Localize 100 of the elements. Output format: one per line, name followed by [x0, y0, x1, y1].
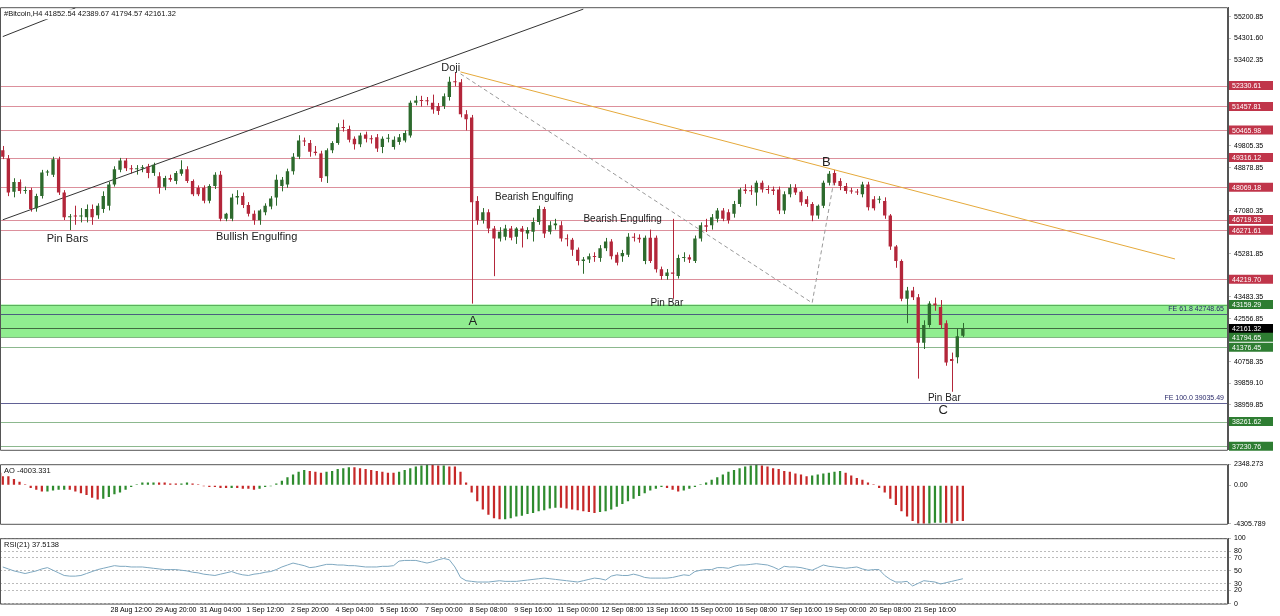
bar — [632, 485, 635, 499]
bar — [816, 474, 819, 485]
candlestick — [866, 181, 870, 211]
candlestick — [419, 95, 424, 108]
bar — [515, 485, 518, 517]
bar — [459, 471, 462, 485]
bar — [554, 485, 557, 508]
candlestick — [559, 220, 563, 243]
bar — [303, 470, 306, 485]
bar — [811, 475, 814, 485]
bar — [152, 482, 155, 485]
candlestick — [922, 319, 926, 350]
candlestick — [626, 232, 630, 258]
candlestick — [336, 122, 340, 146]
bar — [124, 485, 127, 490]
annotation: B — [822, 153, 831, 169]
bar — [342, 468, 345, 485]
candlestick — [950, 352, 954, 393]
bar — [286, 477, 289, 485]
bar — [721, 474, 724, 485]
candlestick — [938, 299, 943, 330]
bar — [682, 485, 685, 491]
bar — [74, 485, 77, 492]
candlestick — [531, 217, 535, 243]
candlestick — [754, 180, 759, 207]
candlestick — [810, 201, 814, 222]
candlestick — [676, 254, 680, 280]
bar — [732, 470, 736, 485]
bar — [788, 471, 791, 485]
bar — [353, 467, 356, 485]
candlestick — [79, 207, 83, 223]
candlestick — [90, 204, 94, 226]
bar — [247, 485, 250, 489]
candlestick — [749, 184, 753, 196]
bar — [548, 485, 551, 509]
bar — [850, 475, 853, 485]
bar — [738, 468, 741, 485]
bar — [520, 485, 524, 516]
bar — [771, 468, 775, 485]
candlestick — [464, 109, 468, 131]
annotation: Doji — [441, 60, 461, 73]
bar — [649, 485, 652, 491]
candlestick — [693, 235, 697, 264]
bar — [855, 478, 858, 485]
bar — [297, 471, 300, 485]
bar — [744, 466, 747, 485]
bar — [347, 467, 350, 485]
candlestick — [765, 184, 770, 195]
bar — [40, 485, 43, 492]
candlestick — [73, 205, 78, 226]
bar — [358, 468, 362, 485]
candlestick — [536, 205, 541, 226]
annotation: Pin Bar — [650, 296, 684, 308]
bar — [18, 481, 21, 485]
bar — [375, 470, 378, 485]
candlestick — [905, 286, 909, 324]
bar — [559, 485, 563, 508]
annotation: Pin Bars — [46, 232, 89, 245]
bar — [833, 471, 836, 485]
annotation: C — [938, 402, 948, 418]
candlestick — [341, 119, 345, 133]
candlestick — [68, 213, 72, 231]
annotation: A — [468, 313, 478, 329]
bar — [593, 485, 596, 513]
bar — [448, 466, 451, 485]
bar — [487, 485, 490, 515]
bar — [113, 485, 116, 495]
bar — [409, 468, 412, 485]
bar — [381, 471, 384, 485]
candlestick — [492, 225, 496, 277]
bar — [336, 469, 339, 485]
candlestick — [51, 156, 55, 178]
candlestick — [564, 233, 569, 247]
bar — [308, 470, 311, 485]
bar — [219, 485, 222, 488]
bar — [57, 485, 60, 490]
bar — [777, 469, 780, 485]
candlestick — [296, 134, 301, 160]
bar — [12, 478, 16, 485]
candlestick — [12, 177, 16, 198]
bar — [397, 471, 401, 485]
bar — [783, 470, 786, 485]
bar — [258, 485, 261, 489]
bar — [51, 485, 55, 491]
candlestick — [107, 181, 111, 211]
candlestick — [207, 183, 211, 204]
bar — [403, 470, 406, 485]
bar — [900, 485, 903, 512]
annotation: Pin Bar — [927, 391, 962, 403]
candlestick — [821, 180, 825, 209]
bar — [420, 465, 423, 485]
annotation: Bullish Engulfing — [215, 230, 298, 243]
candlestick — [894, 244, 898, 269]
bar — [889, 485, 892, 499]
bar — [102, 485, 105, 499]
bar — [727, 471, 730, 485]
candlestick — [737, 187, 742, 208]
candlestick — [682, 251, 686, 263]
bar — [392, 472, 395, 485]
bar — [671, 485, 674, 490]
